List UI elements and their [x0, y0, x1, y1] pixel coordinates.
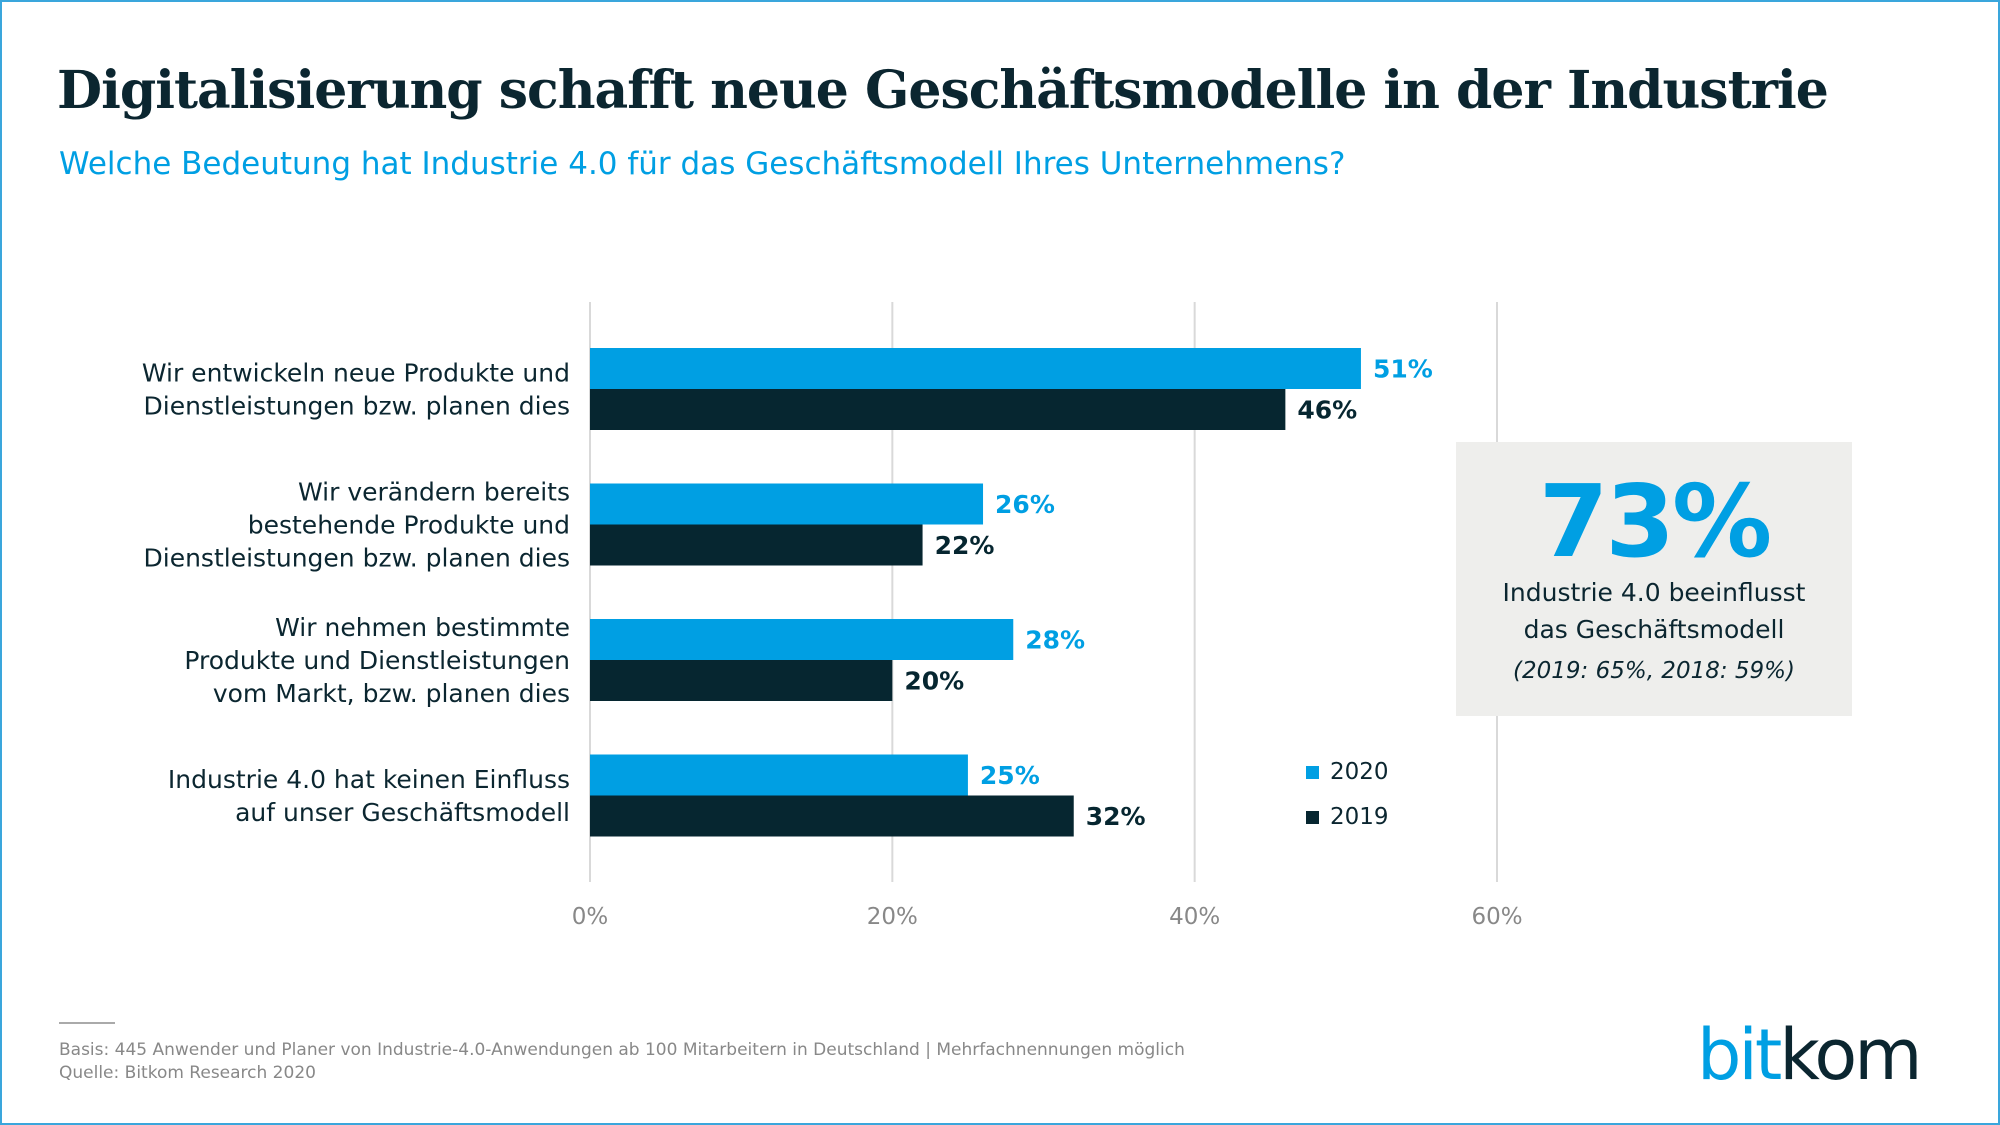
x-tick-label: 40%	[1169, 904, 1220, 930]
callout-line2: das Geschäftsmodell	[1523, 615, 1785, 644]
bar-2019	[590, 524, 923, 566]
footer-rule	[59, 1022, 115, 1024]
callout-box: 73% Industrie 4.0 beeinflusst das Geschä…	[1456, 442, 1852, 716]
x-tick-label: 60%	[1471, 904, 1522, 930]
legend-label: 2019	[1330, 804, 1389, 830]
callout-line1: Industrie 4.0 beeinflusst	[1502, 578, 1806, 607]
category-label: Wir verändern bereits	[298, 478, 570, 507]
bar-2020	[590, 483, 984, 525]
data-label: 26%	[995, 490, 1055, 519]
callout-value: 73%	[1538, 463, 1772, 580]
data-label: 32%	[1086, 802, 1146, 831]
legend-label: 2020	[1330, 759, 1389, 785]
page-subtitle: Welche Bedeutung hat Industrie 4.0 für d…	[59, 146, 1346, 182]
category-label: Industrie 4.0 hat keinen Einfluss	[168, 765, 570, 794]
legend-swatch-2019	[1306, 811, 1319, 824]
bar-2019	[590, 795, 1074, 837]
category-label: Dienstleistungen bzw. planen dies	[144, 392, 571, 421]
category-label: vom Markt, bzw. planen dies	[213, 679, 570, 708]
logo-part2: kom	[1779, 1014, 1922, 1096]
category-label: Wir nehmen bestimmte	[275, 613, 570, 642]
bar-2019	[590, 389, 1286, 430]
data-label: 22%	[935, 531, 995, 560]
x-tick-label: 20%	[867, 904, 918, 930]
bar-2019	[590, 660, 893, 701]
data-label: 46%	[1297, 396, 1357, 425]
legend-swatch-2020	[1306, 766, 1319, 779]
bar-2020	[590, 619, 1014, 660]
bitkom-logo: bitkom	[1697, 1014, 1922, 1096]
category-label: Produkte und Dienstleistungen	[184, 646, 570, 675]
category-label: auf unser Geschäftsmodell	[235, 798, 570, 827]
data-label: 25%	[980, 761, 1040, 790]
category-label: Wir entwickeln neue Produkte und	[142, 359, 570, 388]
bar-2020	[590, 754, 968, 796]
page-title: Digitalisierung schafft neue Geschäftsmo…	[57, 60, 1829, 121]
category-label: Dienstleistungen bzw. planen dies	[144, 544, 571, 573]
data-label: 20%	[904, 667, 964, 696]
callout-note: (2019: 65%, 2018: 59%)	[1513, 658, 1795, 684]
bar-2020	[590, 348, 1361, 389]
category-label: bestehende Produkte und	[248, 511, 570, 540]
footer-basis: Basis: 445 Anwender und Planer von Indus…	[59, 1040, 1185, 1060]
logo-part1: bit	[1697, 1014, 1782, 1096]
footer-source: Quelle: Bitkom Research 2020	[59, 1063, 316, 1083]
x-tick-label: 0%	[572, 904, 609, 930]
data-label: 28%	[1025, 626, 1085, 655]
data-label: 51%	[1373, 355, 1433, 384]
